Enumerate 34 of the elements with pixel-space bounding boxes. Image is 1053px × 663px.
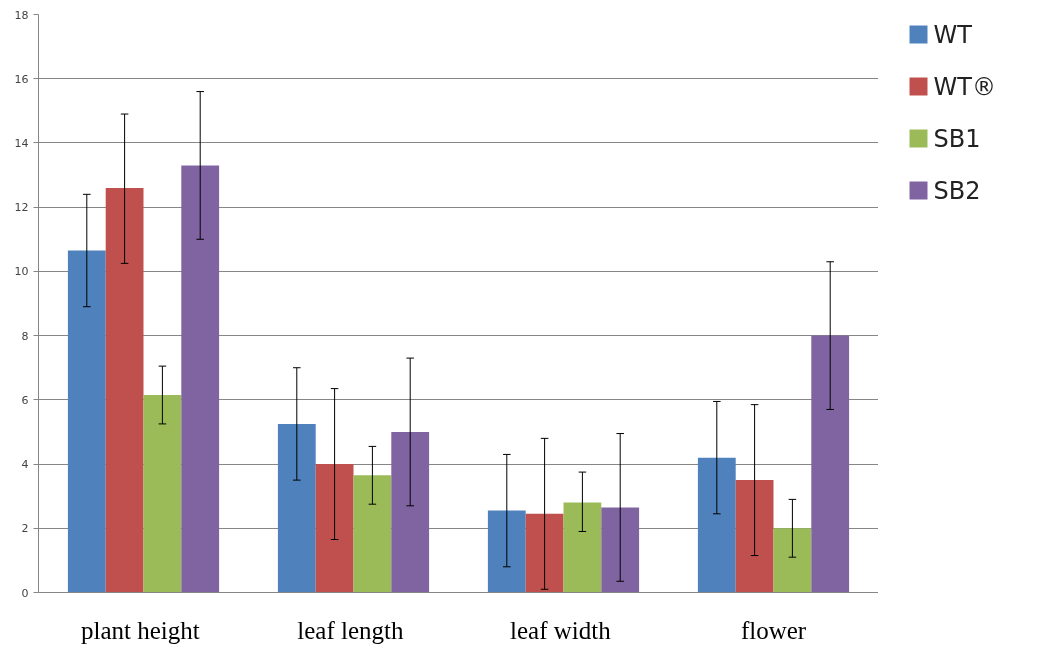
bar xyxy=(773,528,812,593)
bar xyxy=(601,507,640,593)
x-tick-label: flower xyxy=(740,616,807,644)
x-tick-label: leaf length xyxy=(297,616,404,644)
bar xyxy=(811,335,850,593)
x-tick-label: plant height xyxy=(81,616,200,644)
bar xyxy=(277,423,316,593)
bar xyxy=(315,464,354,593)
x-tick-label: leaf width xyxy=(510,616,612,644)
y-tick-label: 0 xyxy=(21,586,29,600)
bar xyxy=(487,510,526,593)
bar xyxy=(697,457,736,593)
legend-label: WT xyxy=(933,20,973,49)
y-tick-label: 4 xyxy=(21,458,29,472)
bar xyxy=(735,480,774,593)
y-tick-label: 12 xyxy=(14,201,29,215)
y-tick-label: 8 xyxy=(21,329,29,343)
y-tick-label: 10 xyxy=(14,265,29,279)
bar xyxy=(143,395,182,593)
y-tick-label: 2 xyxy=(21,522,29,536)
bar xyxy=(391,431,430,593)
bar xyxy=(181,165,220,593)
bar xyxy=(67,250,106,593)
y-tick-label: 18 xyxy=(14,8,29,22)
bar xyxy=(105,187,144,593)
legend-label: WT® xyxy=(933,72,996,101)
legend-label: SB2 xyxy=(933,176,981,205)
y-tick-label: 6 xyxy=(21,393,29,407)
legend-label: SB1 xyxy=(933,124,981,153)
bar xyxy=(353,475,392,593)
bar xyxy=(563,502,602,593)
y-tick-label: 16 xyxy=(14,72,29,86)
bar xyxy=(525,513,564,593)
y-tick-label: 14 xyxy=(14,136,29,150)
